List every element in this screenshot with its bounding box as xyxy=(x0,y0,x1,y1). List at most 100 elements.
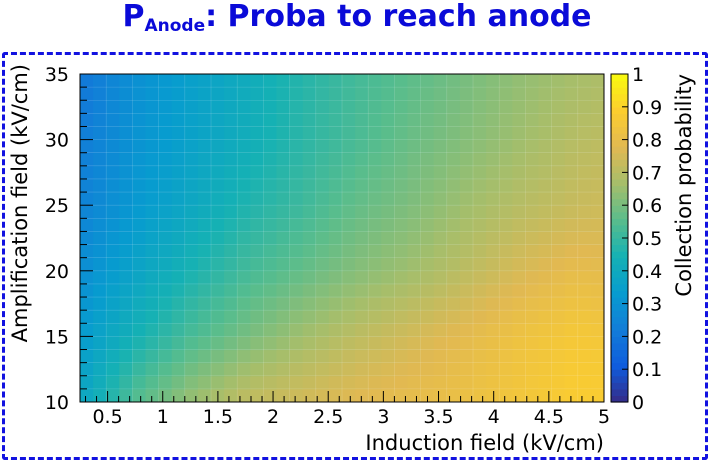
heatmap-cell xyxy=(420,218,435,233)
heatmap-cell xyxy=(473,257,487,272)
heatmap-cell xyxy=(224,113,238,128)
heatmap-cell xyxy=(119,283,133,298)
title-main: P xyxy=(122,0,145,34)
heatmap-cell xyxy=(407,283,422,298)
heatmap-cell xyxy=(158,283,173,298)
heatmap-cell xyxy=(381,244,395,259)
heatmap-cell xyxy=(93,152,107,167)
heatmap-cell xyxy=(315,126,330,141)
heatmap-cell xyxy=(459,192,474,206)
heatmap-cell xyxy=(459,100,474,114)
heatmap-cell xyxy=(328,283,343,298)
heatmap-cell xyxy=(525,388,540,402)
heatmap-cell xyxy=(80,257,94,272)
heatmap-cell xyxy=(551,100,566,114)
heatmap-cell xyxy=(590,310,604,324)
heatmap-cell xyxy=(538,231,553,246)
heatmap-cell xyxy=(564,323,579,337)
heatmap-cell xyxy=(499,126,513,141)
heatmap-cell xyxy=(564,178,579,193)
heatmap-cell xyxy=(446,283,461,298)
heatmap-cell xyxy=(106,178,120,193)
color-scale-tick-label: 0.4 xyxy=(632,261,662,283)
heatmap-cell xyxy=(577,323,592,337)
heatmap-cell xyxy=(289,257,304,272)
heatmap-cell xyxy=(263,113,278,128)
color-scale-tick-label: 0.6 xyxy=(632,195,662,217)
heatmap-cell xyxy=(263,283,278,298)
heatmap-cell xyxy=(302,165,317,180)
heatmap-cell xyxy=(512,152,526,167)
heatmap-cell xyxy=(315,139,330,154)
heatmap-cell xyxy=(342,323,356,337)
heatmap-cell xyxy=(211,87,225,101)
heatmap-cell xyxy=(250,178,264,193)
heatmap-cell xyxy=(420,283,435,298)
heatmap-cell xyxy=(132,87,147,101)
heatmap-cell xyxy=(315,231,330,246)
heatmap-cell xyxy=(237,244,251,259)
color-scale-step xyxy=(611,238,628,246)
heatmap-cell xyxy=(499,231,513,246)
heatmap-cell xyxy=(328,74,343,88)
color-scale: 0 0.1 0.2 0.3 0.4 0.5 0.6 0.7 0.8 0.9 1 xyxy=(611,64,662,414)
heatmap-cell xyxy=(237,100,251,114)
color-scale-step xyxy=(611,375,628,383)
heatmap-cell xyxy=(328,152,343,167)
heatmap-cell xyxy=(250,113,264,128)
heatmap-cell xyxy=(80,336,94,351)
heatmap-cell xyxy=(119,178,133,193)
heatmap-cell xyxy=(276,218,291,233)
heatmap-cell xyxy=(394,74,409,88)
heatmap-cell xyxy=(237,283,251,298)
heatmap-cell xyxy=(224,152,238,167)
heatmap-cell xyxy=(224,205,238,219)
heatmap-cell xyxy=(237,362,251,377)
heatmap-cell xyxy=(119,349,133,364)
heatmap-cell xyxy=(473,388,487,402)
heatmap-cell xyxy=(145,231,160,246)
heatmap-cell xyxy=(224,218,238,233)
heatmap-cell xyxy=(289,74,304,88)
heatmap-cell xyxy=(145,87,160,101)
heatmap-cell xyxy=(394,113,409,128)
heatmap-cell xyxy=(197,257,212,272)
heatmap-cell xyxy=(250,218,264,233)
heatmap-cell xyxy=(486,244,500,259)
heatmap-cell xyxy=(80,244,94,259)
color-scale-step xyxy=(611,100,628,108)
heatmap-cell xyxy=(381,178,395,193)
heatmap-cell xyxy=(80,349,94,364)
heatmap-cell xyxy=(184,270,199,285)
x-axis: 0.5 1 1.5 2 2.5 3 3.5 4 4.5 5 xyxy=(85,391,610,428)
heatmap-cell xyxy=(184,165,199,180)
heatmap-cell xyxy=(302,388,317,402)
heatmap-cell xyxy=(93,178,107,193)
heatmap-cell xyxy=(224,323,238,337)
heatmap-cell xyxy=(184,152,199,167)
heatmap-cell xyxy=(80,231,94,246)
heatmap-cell xyxy=(276,192,291,206)
heatmap-cell xyxy=(184,375,199,390)
heatmap-cell xyxy=(590,323,604,337)
heatmap-cell xyxy=(381,165,395,180)
heatmap-cell xyxy=(590,192,604,206)
color-scale-step xyxy=(611,178,628,187)
heatmap-cell xyxy=(93,375,107,390)
heatmap-cell xyxy=(590,388,604,402)
heatmap-cell xyxy=(197,113,212,128)
heatmap-cell xyxy=(407,87,422,101)
heatmap-cell xyxy=(381,87,395,101)
heatmap-cell xyxy=(289,362,304,377)
heatmap-cell xyxy=(315,336,330,351)
heatmap-cell xyxy=(93,244,107,259)
heatmap-cell xyxy=(459,74,474,88)
y-tick-label: 20 xyxy=(45,261,69,283)
heatmap-cell xyxy=(499,192,513,206)
heatmap-cell xyxy=(420,270,435,285)
heatmap-cell xyxy=(564,152,579,167)
heatmap-cell xyxy=(564,388,579,402)
x-tick-label: 1.5 xyxy=(203,406,233,428)
heatmap-cell xyxy=(407,218,422,233)
heatmap-cell xyxy=(564,139,579,154)
